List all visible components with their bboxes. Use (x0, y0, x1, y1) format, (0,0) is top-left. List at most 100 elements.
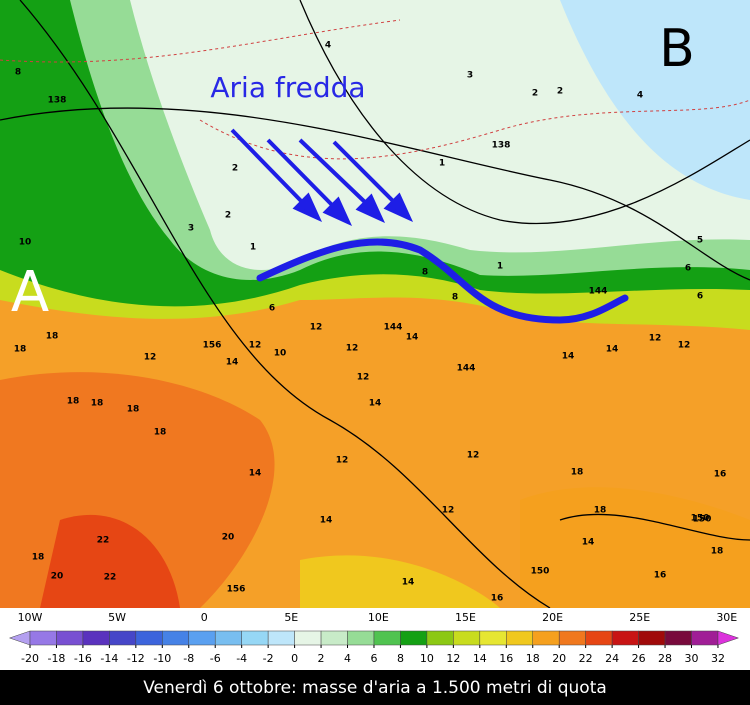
contour-label: 3 (467, 71, 473, 81)
contour-label: 1 (497, 262, 503, 272)
contour-label: 4 (637, 91, 643, 101)
contour-label: 18 (46, 332, 59, 342)
low-pressure: B (659, 19, 695, 79)
colorbar-swatch (611, 630, 639, 646)
contour-label: 138 (492, 141, 511, 151)
cold-zone (560, 0, 750, 200)
colorbar-swatch (109, 630, 137, 646)
isohypse (559, 513, 750, 541)
annotation: Aria fredda (210, 71, 365, 104)
colorbar-swatch (267, 630, 295, 646)
longitude-label: 0 (201, 611, 208, 624)
contour-label: 22 (97, 536, 110, 546)
colorbar-tick-label: 8 (397, 652, 404, 665)
colorbar-tick-label: 0 (291, 652, 298, 665)
colorbar-swatch (294, 630, 322, 646)
hot-core (40, 514, 180, 608)
caption-bar (0, 670, 750, 705)
colorbar-swatch (479, 630, 507, 646)
colorbar-tick-label: 2 (318, 652, 325, 665)
colorbar-swatch (241, 630, 269, 646)
contour-label: 14 (249, 469, 262, 479)
contour-label: 12 (442, 506, 455, 516)
contour-label: 150 (531, 567, 550, 577)
colorbar-swatch (691, 630, 719, 646)
colorbar-swatch (400, 630, 428, 646)
contour-label: 156 (203, 341, 222, 351)
contour-label: 18 (32, 553, 45, 563)
longitude-label: 10W (18, 611, 43, 624)
colorbar-tick-label: 26 (632, 652, 646, 665)
colorbar-tick-label: -2 (263, 652, 274, 665)
colorbar-swatch (347, 630, 375, 646)
contour-label: 144 (589, 287, 608, 297)
contour-label: 14 (402, 578, 415, 588)
colorbar-tick-label: -10 (153, 652, 171, 665)
colorbar-tick-label: -18 (47, 652, 65, 665)
colorbar-swatch (214, 630, 242, 646)
colorbar-tick-label: 22 (579, 652, 593, 665)
high-pressure: A (11, 260, 49, 325)
colorbar-tick-label: -6 (210, 652, 221, 665)
colorbar-tick-label: -14 (100, 652, 118, 665)
contour-label: 16 (714, 470, 727, 480)
contour-label: 12 (144, 353, 157, 363)
contour-label: 12 (336, 456, 349, 466)
colorbar-tick-label: 4 (344, 652, 351, 665)
colorbar-swatch (82, 630, 110, 646)
contour-label: 12 (357, 373, 370, 383)
colorbar-tick-label: 32 (711, 652, 725, 665)
longitude-label: 10E (368, 611, 389, 624)
contour-label: 150 (691, 514, 710, 524)
colorbar-swatch (638, 630, 666, 646)
colorbar-tick-label: 12 (446, 652, 460, 665)
colorbar-swatch (162, 630, 190, 646)
colorbar-tick-label: -12 (127, 652, 145, 665)
colorbar-swatch (320, 630, 348, 646)
colorbar-tick-label: 20 (552, 652, 566, 665)
contour-label: 12 (649, 334, 662, 344)
africa-zone (300, 555, 500, 608)
colorbar: -20 -18 -16 -14 -12 -10 -8 -6 -4 -2 0 2 4 6 8 10 12 14 16 1… (8, 630, 740, 665)
colorbar-tick-label: 28 (658, 652, 672, 665)
contour-label: 22 (104, 573, 117, 583)
contour-label: 138 (48, 96, 67, 106)
colorbar-arrow (717, 630, 740, 646)
isohypse (299, 0, 750, 225)
contour-label: 14 (406, 333, 419, 343)
contour-label: 1 (439, 159, 445, 169)
longitude-label: 5W (108, 611, 126, 624)
cold-front (256, 238, 629, 324)
contour-label: 1 (250, 243, 256, 253)
colorbar-swatch (453, 630, 481, 646)
colorbar-swatch (664, 630, 692, 646)
contour-label: 144 (457, 364, 476, 374)
colorbar-swatch (585, 630, 613, 646)
colorbar-tick-label: -4 (236, 652, 247, 665)
contour-label: 18 (14, 345, 27, 355)
contour-label: 14 (562, 352, 575, 362)
colorbar-swatch (426, 630, 454, 646)
longitude-label: 5E (284, 611, 298, 624)
isotherm (0, 19, 401, 63)
contour-label: 12 (346, 344, 359, 354)
contour-label: 144 (384, 323, 403, 333)
contour-label: 18 (67, 397, 80, 407)
east-zone (520, 487, 750, 608)
contour-label: 4 (325, 41, 331, 51)
longitude-label: 20E (542, 611, 563, 624)
contour-label: 20 (222, 533, 235, 543)
colorbar-tick-label: -8 (183, 652, 194, 665)
contour-label: 18 (154, 428, 167, 438)
contour-label: 14 (226, 358, 239, 368)
contour-label: 18 (127, 405, 140, 415)
contour-label: 156 (227, 585, 246, 595)
contour-label: 12 (467, 451, 480, 461)
colorbar-swatch (373, 630, 401, 646)
contour-label: 8 (452, 293, 458, 303)
contour-label: 8 (15, 68, 21, 78)
contour-label: 18 (594, 506, 607, 516)
contour-label: 8 (422, 268, 428, 278)
colorbar-swatch (135, 630, 163, 646)
